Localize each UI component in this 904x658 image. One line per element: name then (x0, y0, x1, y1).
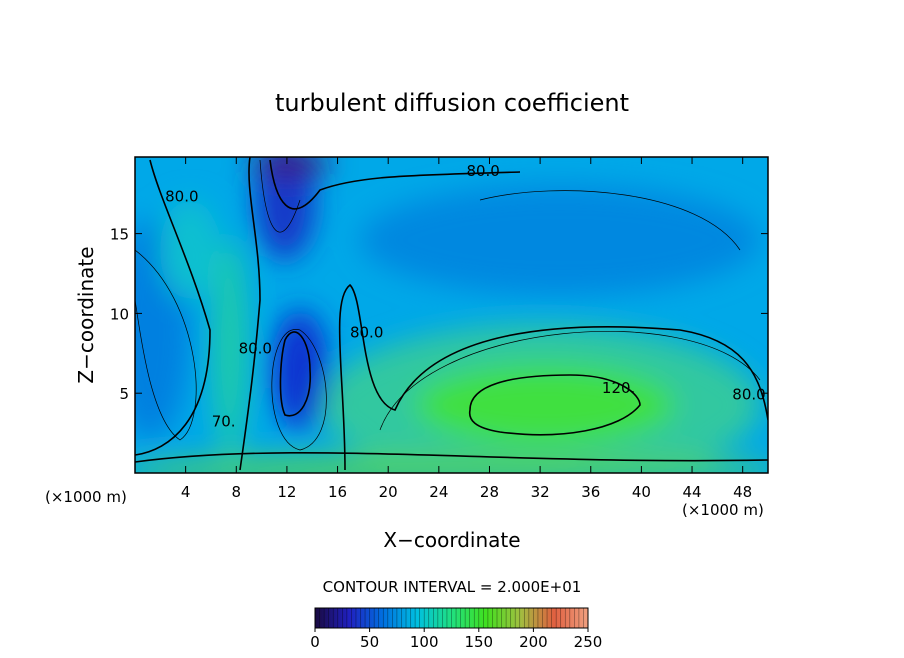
x-unit: (×1000 m) (682, 501, 764, 519)
y-tick-label: 5 (119, 385, 129, 403)
colorbar-tick-label: 250 (574, 633, 603, 651)
colorbar-tick-label: 50 (360, 633, 379, 651)
x-tick-label: 36 (581, 483, 600, 501)
x-tick-label: 48 (733, 483, 752, 501)
contour-label: 80.0 (165, 188, 198, 206)
contour-field (135, 157, 768, 473)
contour-label: 120. (602, 379, 635, 397)
y-tick-label: 10 (110, 305, 129, 323)
x-tick-label: 8 (232, 483, 242, 501)
plot-frame (134, 156, 769, 474)
contour-label: 70. (212, 413, 236, 431)
x-tick-label: 4 (181, 483, 191, 501)
x-tick-label: 16 (328, 483, 347, 501)
x-tick-label: 32 (531, 483, 550, 501)
y-unit: (×1000 m) (45, 488, 127, 506)
contour-label: 80.0 (466, 162, 499, 180)
colorbar-tick-label: 100 (410, 633, 439, 651)
y-axis-label: Z−coordinate (74, 246, 98, 383)
colorbar-tick-label: 200 (519, 633, 548, 651)
contour-label: 80.0 (350, 323, 383, 341)
y-tick-label: 15 (110, 226, 129, 244)
colorbar-tick-label: 150 (464, 633, 493, 651)
x-axis-label: X−coordinate (383, 528, 520, 552)
x-tick-label: 24 (429, 483, 448, 501)
x-tick-label: 40 (632, 483, 651, 501)
contour-interval: CONTOUR INTERVAL = 2.000E+01 (323, 578, 582, 596)
chart-title: turbulent diffusion coefficient (275, 89, 629, 117)
x-tick-label: 44 (682, 483, 701, 501)
contour-label: 80.0 (732, 386, 765, 404)
colorbar-tick-label: 0 (310, 633, 320, 651)
x-tick-label: 20 (379, 483, 398, 501)
contour-label: 80.0 (239, 339, 272, 357)
x-tick-label: 12 (277, 483, 296, 501)
x-tick-label: 28 (480, 483, 499, 501)
